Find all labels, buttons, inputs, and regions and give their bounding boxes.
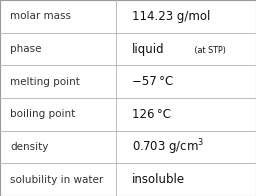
Text: −57 °C: −57 °C — [132, 75, 173, 88]
Text: 0.703 g/cm$^{3}$: 0.703 g/cm$^{3}$ — [132, 137, 204, 157]
Text: 114.23 g/mol: 114.23 g/mol — [132, 10, 210, 23]
Text: phase: phase — [10, 44, 42, 54]
Text: liquid: liquid — [132, 43, 164, 55]
Text: 126 °C: 126 °C — [132, 108, 171, 121]
Text: insoluble: insoluble — [132, 173, 185, 186]
Text: boiling point: boiling point — [10, 109, 76, 119]
Text: molar mass: molar mass — [10, 11, 71, 21]
Text: density: density — [10, 142, 49, 152]
Text: (at STP): (at STP) — [192, 46, 226, 55]
Text: solubility in water: solubility in water — [10, 175, 103, 185]
Text: melting point: melting point — [10, 77, 80, 87]
